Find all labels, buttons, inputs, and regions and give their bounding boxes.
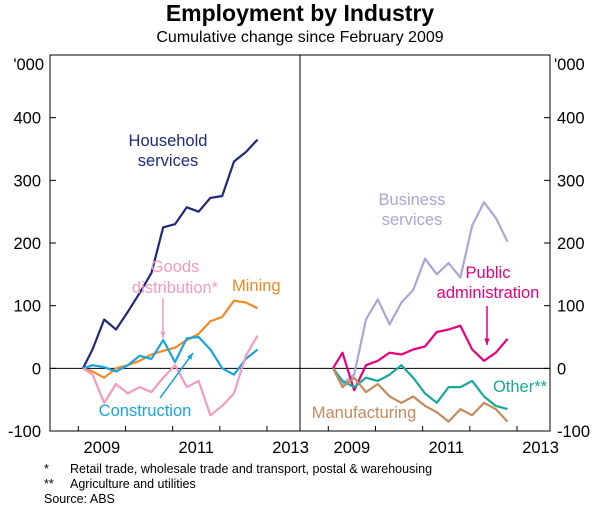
y-tick-label-right: -100	[557, 423, 590, 441]
construction-arrow	[159, 352, 194, 399]
series-line-mining	[82, 299, 258, 379]
y-unit-label-right: '000	[554, 56, 585, 74]
construction-arrow-head	[186, 353, 193, 360]
footnote-2-text: Agriculture and utilities	[70, 477, 196, 491]
series-line-public-administration	[332, 324, 509, 392]
footnote-2-mark: **	[44, 477, 54, 491]
y-unit-label-left: '000	[13, 56, 44, 74]
series-line-manufacturing	[332, 367, 509, 423]
series-label-goods-distribution: distribution*	[132, 279, 219, 297]
series-line-goods-distribution	[82, 335, 259, 417]
y-tick-label-right: 300	[557, 172, 585, 190]
series-label-public-administration: Public	[466, 264, 511, 282]
y-tick-label-right: 0	[557, 360, 566, 378]
series-label-business-services: Business	[379, 191, 446, 209]
series-label-public-administration: administration	[437, 284, 540, 302]
y-tick-label-left: 400	[13, 110, 41, 128]
x-tick-label: 2013	[522, 439, 559, 457]
source-note: Source: ABS	[44, 492, 115, 506]
goods-distribution-arrow-head	[160, 331, 166, 338]
footnote-2: ** Agriculture and utilities	[44, 477, 196, 492]
series-label-construction: Construction	[99, 402, 192, 420]
public-administration-arrow-head	[484, 338, 490, 345]
footnote-1-mark: *	[44, 462, 49, 476]
series-label-household-services: services	[138, 152, 199, 170]
y-tick-label-left: -100	[8, 423, 41, 441]
y-tick-label-left: 300	[13, 172, 41, 190]
x-tick-label: 2013	[272, 439, 309, 457]
x-tick-label: 2009	[84, 439, 121, 457]
y-tick-label-right: 400	[557, 110, 585, 128]
x-tick-label: 2011	[178, 439, 213, 457]
series-line-household-services	[82, 138, 259, 369]
y-tick-label-right: 100	[557, 298, 585, 316]
footnote-1: * Retail trade, wholesale trade and trans…	[44, 462, 432, 477]
series-label-other: Other**	[493, 378, 548, 396]
y-tick-label-left: 0	[32, 360, 41, 378]
x-tick-label: 2009	[334, 439, 371, 457]
chart-subtitle: Cumulative change since February 2009	[156, 29, 444, 46]
series-line-business-services	[332, 201, 509, 386]
series-label-goods-distribution: Goods	[151, 258, 200, 276]
y-tick-label-left: 200	[13, 235, 41, 253]
series-label-business-services: services	[382, 211, 443, 229]
series-line-construction	[82, 335, 259, 376]
x-tick-label: 2011	[428, 439, 463, 457]
series-label-household-services: Household	[129, 132, 208, 150]
footnote-1-text: Retail trade, wholesale trade and transp…	[70, 462, 433, 476]
series-label-mining: Mining	[232, 277, 281, 295]
series-line-other	[332, 364, 508, 411]
y-tick-label-right: 200	[557, 235, 585, 253]
y-tick-label-left: 100	[13, 298, 41, 316]
series-label-manufacturing: Manufacturing	[312, 404, 417, 422]
chart-title: Employment by Industry	[165, 0, 435, 26]
